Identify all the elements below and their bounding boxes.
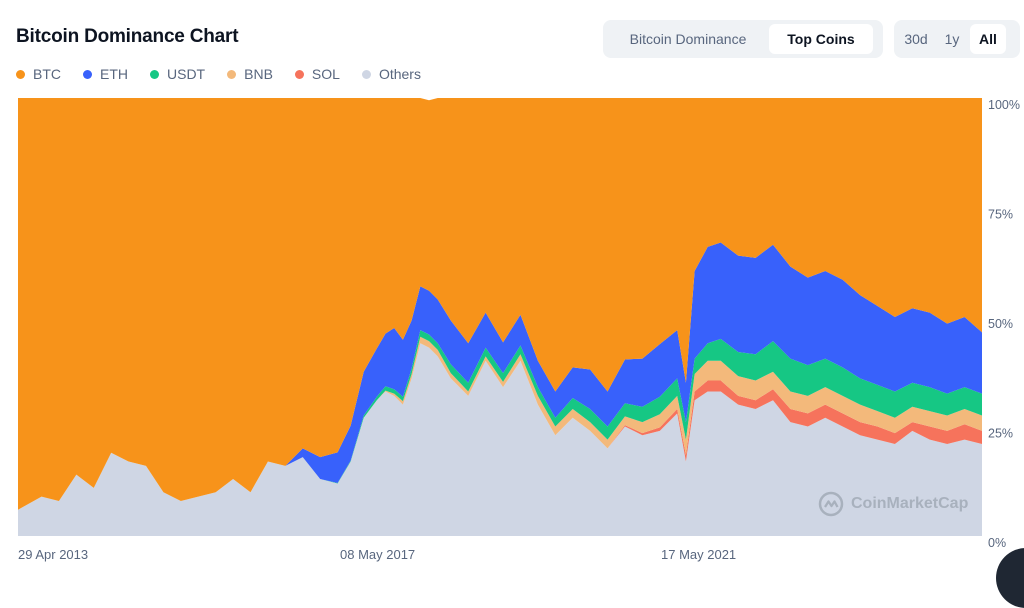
top-coins-tab[interactable]: Top Coins [769, 24, 873, 54]
area-btc[interactable] [18, 98, 982, 510]
area-bnb[interactable] [18, 336, 982, 510]
watermark-text: CoinMarketCap [851, 495, 969, 512]
x-tick-label: 17 May 2021 [661, 547, 736, 562]
legend-dot-bnb [227, 69, 237, 79]
legend-item-sol[interactable]: SOL [294, 66, 340, 82]
range-all-button[interactable]: All [970, 24, 1006, 54]
page-title: Bitcoin Dominance Chart [16, 26, 239, 47]
x-axis-ticks: 29 Apr 2013 08 May 2017 17 May 2021 [18, 547, 736, 562]
legend-item-others[interactable]: Others [361, 66, 421, 82]
legend-dot-eth [83, 69, 92, 79]
range-toggle: 30d 1y All [894, 20, 1020, 58]
legend-dot-others [361, 69, 371, 79]
legend-item-btc[interactable]: BTC [16, 66, 61, 82]
legend-dot-usdt [150, 69, 159, 79]
watermark: CoinMarketCap [818, 491, 968, 517]
legend-label-btc: BTC [33, 66, 61, 82]
stacked-areas [18, 98, 982, 536]
legend-item-bnb[interactable]: BNB [227, 66, 273, 82]
range-30d-button[interactable]: 30d [904, 31, 928, 47]
range-1y-button[interactable]: 1y [944, 31, 960, 47]
legend-item-eth[interactable]: ETH [83, 66, 128, 82]
y-tick-label: 25% [988, 427, 1013, 441]
legend-label-sol: SOL [311, 66, 340, 82]
x-tick-label: 08 May 2017 [340, 547, 415, 562]
view-toggle: Bitcoin Dominance Top Coins [603, 20, 883, 58]
area-eth[interactable] [18, 242, 982, 510]
chart-legend: BTC ETH USDT BNB SOL Others [16, 66, 421, 82]
coinmarketcap-logo-icon [818, 491, 844, 517]
y-tick-label: 75% [988, 208, 1013, 222]
y-tick-label: 100% [988, 98, 1020, 112]
y-axis-ticks: 0% 25% 50% 75% 100% [988, 98, 1020, 550]
legend-label-usdt: USDT [167, 66, 206, 82]
legend-label-eth: ETH [100, 66, 128, 82]
dominance-chart[interactable]: 0% 25% 50% 75% 100% 29 Apr 2013 08 May 2017 17… [0, 0, 1024, 576]
x-tick-label: 29 Apr 2013 [18, 547, 88, 562]
legend-dot-btc [16, 69, 25, 79]
legend-label-bnb: BNB [244, 66, 273, 82]
legend-dot-sol [294, 69, 304, 79]
legend-item-usdt[interactable]: USDT [150, 66, 205, 82]
y-tick-label: 50% [988, 317, 1013, 331]
area-usdt[interactable] [18, 330, 982, 510]
area-others[interactable] [18, 343, 982, 536]
bitcoin-dominance-tab[interactable]: Bitcoin Dominance [629, 31, 747, 47]
y-tick-label: 0% [988, 536, 1006, 550]
legend-label-others: Others [378, 66, 421, 82]
